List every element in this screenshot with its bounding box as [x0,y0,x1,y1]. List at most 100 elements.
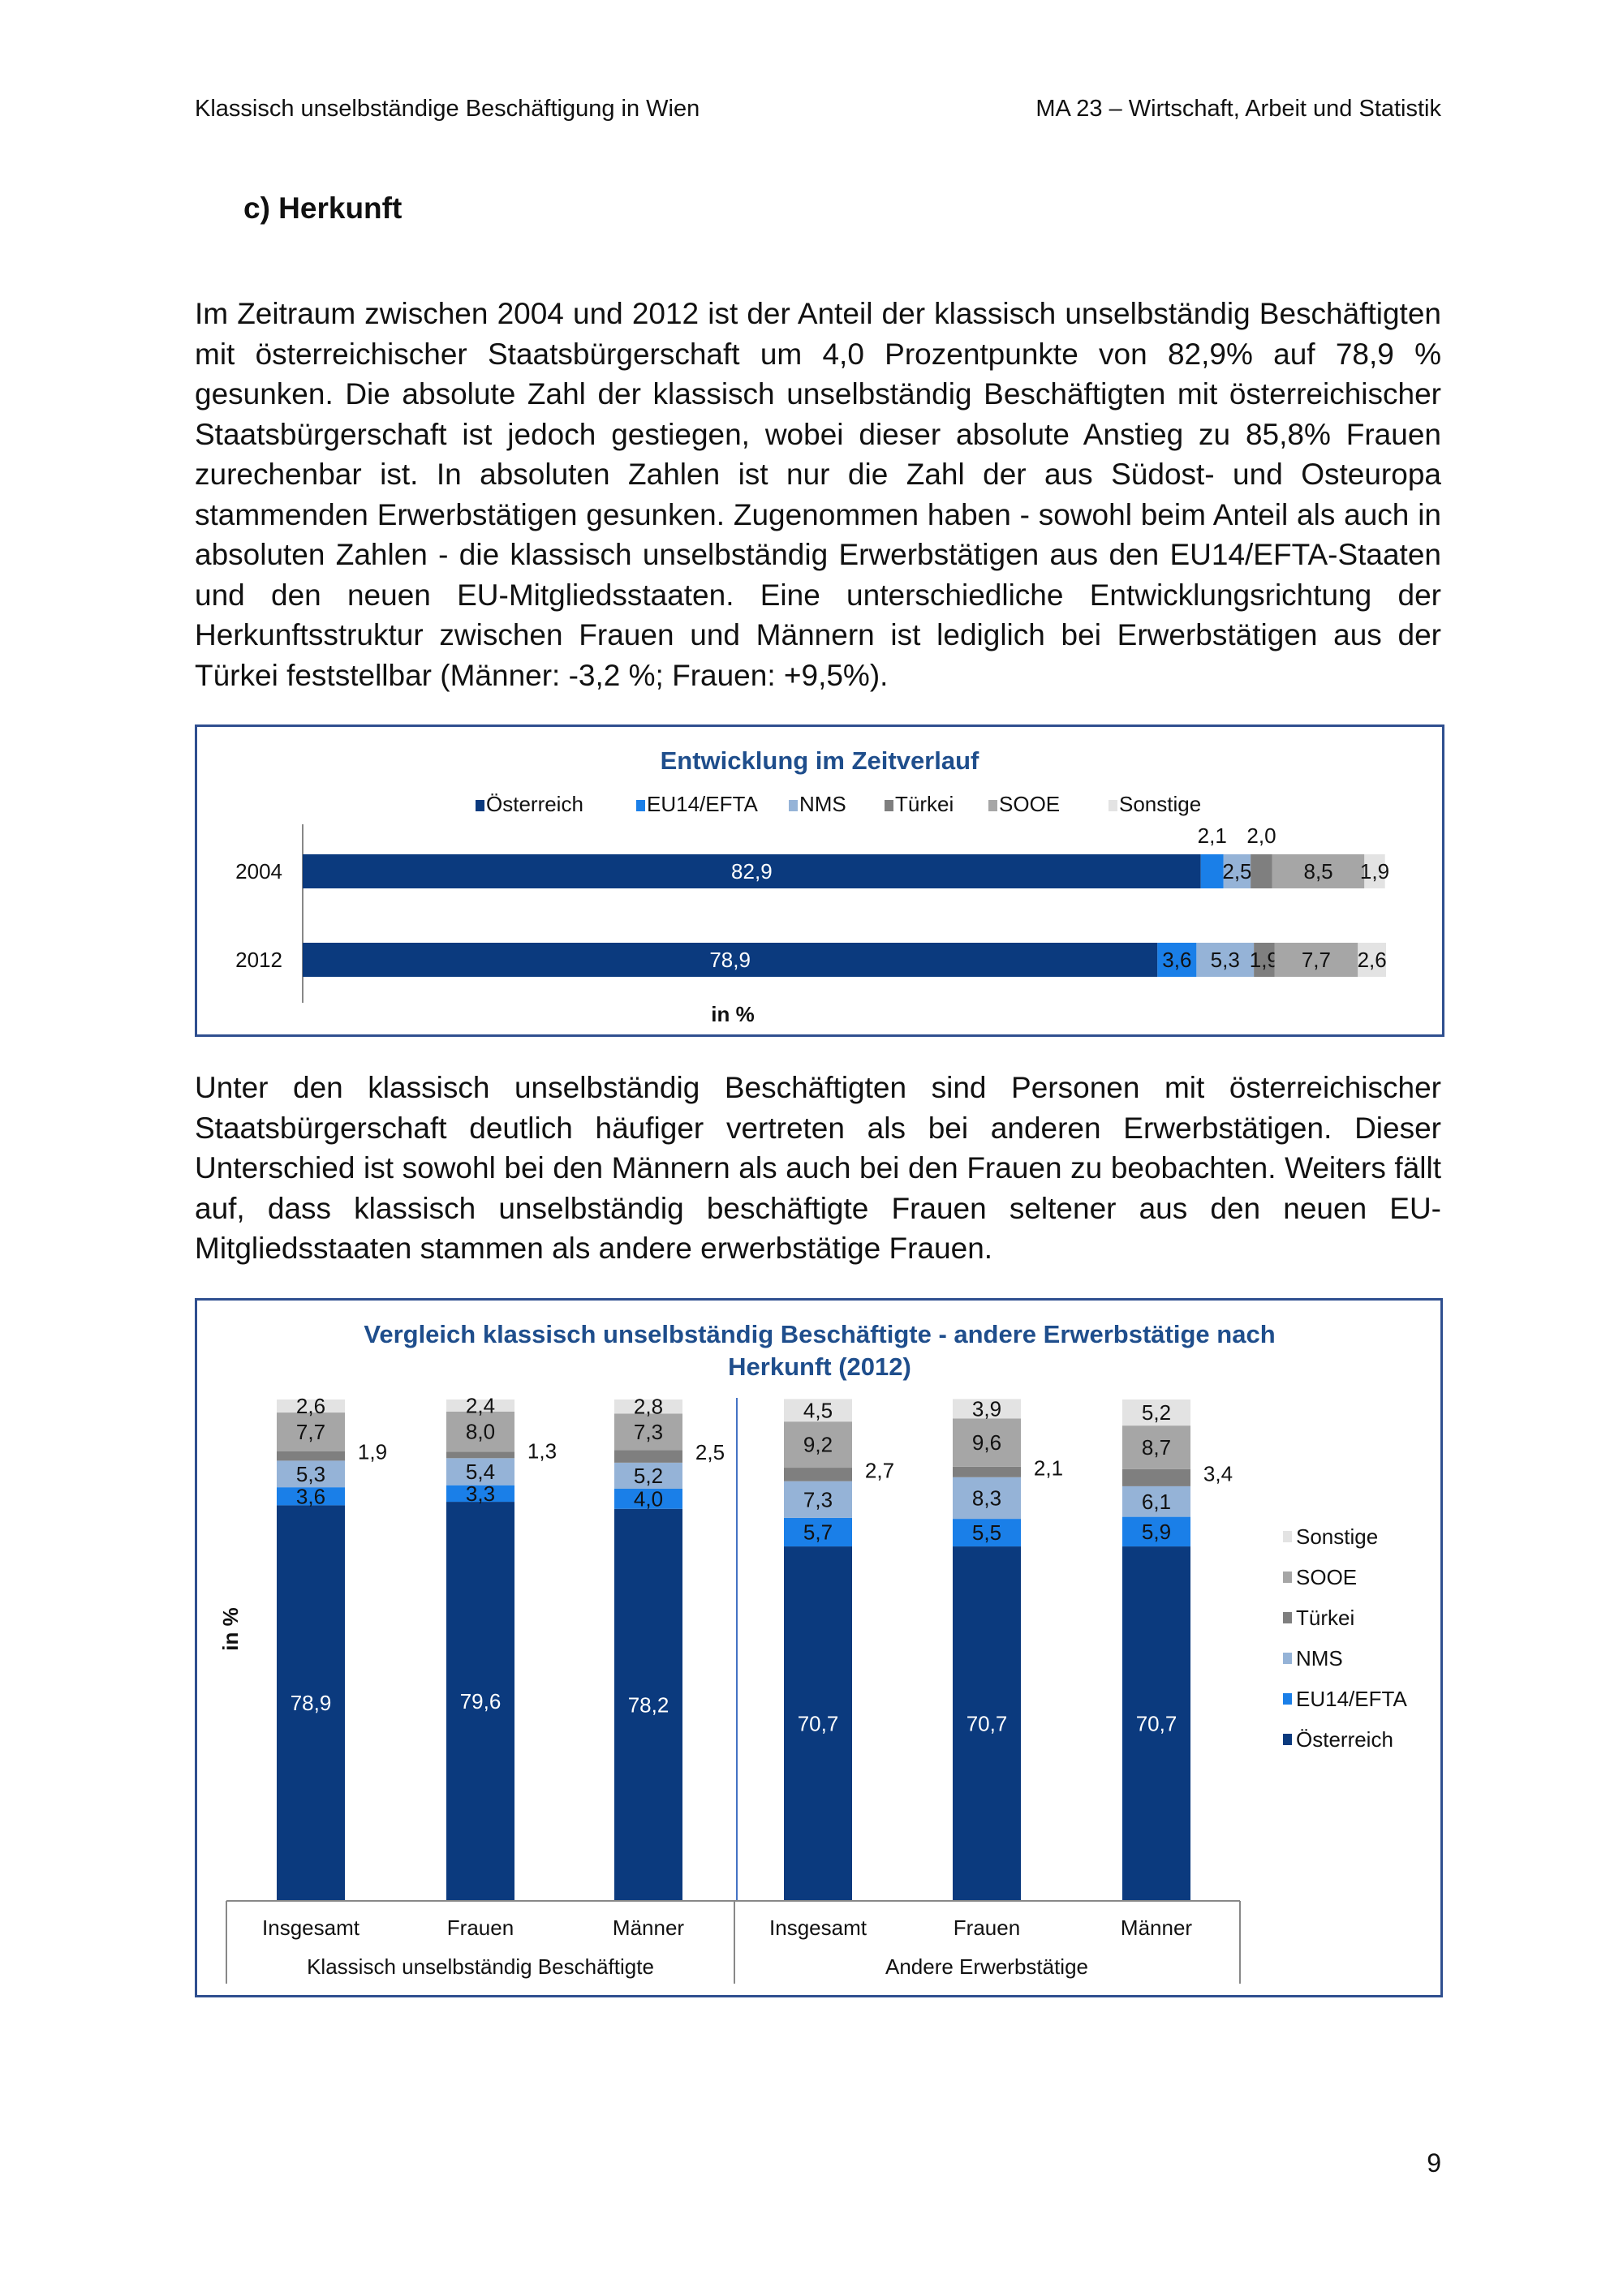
bar-segment-3-3 [784,1468,852,1481]
chart-title-line-1: Vergleich klassisch unselbständig Beschä… [364,1320,1275,1348]
data-label: 2,6 [296,1394,325,1418]
bar-segment-4-2 [953,1477,1021,1520]
data-label: 3,6 [296,1484,325,1508]
bar-segment-3-4 [784,1421,852,1468]
data-label: 70,7 [798,1712,839,1736]
bar-segment-2004-5 [1364,854,1385,888]
chart-title: Vergleich klassisch unselbständig Beschä… [364,1320,1275,1381]
data-label: 1,9 [1360,859,1389,884]
data-label: 7,3 [634,1420,663,1444]
bar-segment-4-5 [953,1399,1021,1419]
x-axis-label: in % [711,1002,754,1026]
legend-swatch-2 [789,800,798,811]
data-label: 6,1 [1142,1490,1171,1514]
paragraph-1: Im Zeitraum zwischen 2004 und 2012 ist d… [195,297,1441,692]
bar-segment-4-0 [953,1546,1021,1901]
data-label: 5,4 [466,1460,495,1484]
data-label: 3,3 [466,1481,495,1506]
data-label: 5,3 [1211,948,1240,972]
data-label: 70,7 [1136,1712,1177,1736]
data-label: 78,2 [628,1692,669,1717]
data-label: 4,0 [634,1486,663,1511]
bar-segment-4-4 [953,1418,1021,1467]
bar-segment-2004-4 [1272,854,1365,888]
bar-segment-2012-4 [1274,943,1358,977]
legend-swatch-1 [1283,1693,1292,1705]
bar-segment-5-5 [1122,1400,1190,1426]
paragraph-2: Unter den klassisch unselbständig Beschä… [195,1071,1441,1265]
bar-segment-3-2 [784,1481,852,1518]
data-label: 8,5 [1303,859,1332,884]
data-label: 8,3 [972,1486,1001,1510]
legend-swatch-5 [1109,800,1117,811]
bar-segment-5-1 [1122,1516,1190,1547]
legend-swatch-5 [1283,1531,1292,1542]
bar-segment-5-3 [1122,1468,1190,1486]
legend-label: EU14/EFTA [1296,1687,1407,1711]
data-label: 82,9 [731,859,773,884]
legend-label: Österreich [486,792,583,816]
legend-label: Türkei [895,792,954,816]
page-number: 9 [1427,2148,1441,2178]
data-label: 1,3 [527,1438,557,1463]
category-label: 2004 [235,859,282,884]
bar-segment-2012-1 [1157,943,1197,977]
bar-segment-1-1 [446,1485,514,1503]
category-label: 2012 [235,948,282,972]
data-label: 7,7 [1302,948,1331,972]
data-label: 4,5 [803,1398,833,1422]
bar-segment-1-0 [446,1502,514,1901]
category-label: Frauen [954,1915,1020,1940]
legend-label: Österreich [1296,1727,1393,1752]
data-label: 1,9 [1250,948,1279,972]
bar-segment-0-5 [277,1400,345,1413]
legend-swatch-0 [1283,1734,1292,1745]
legend-swatch-2 [1283,1653,1292,1664]
y-axis-label: in % [218,1607,243,1650]
legend-swatch-3 [885,800,893,811]
data-label: 7,3 [803,1487,833,1511]
data-label: 2,5 [695,1440,725,1464]
legend-label: SOOE [1296,1565,1357,1589]
bar-segment-1-5 [446,1400,514,1412]
category-label: Männer [613,1915,684,1940]
bar-segment-0-1 [277,1487,345,1506]
data-label: 5,7 [803,1520,833,1544]
bar-segment-2012-5 [1358,943,1386,977]
bar-segment-2012-2 [1196,943,1255,977]
chart-comparison-origin-2012: Vergleich klassisch unselbständig Beschä… [195,1298,1443,1997]
data-label: 8,0 [466,1420,495,1444]
legend-swatch-4 [988,800,997,811]
data-label: 2,8 [634,1395,663,1419]
bar-segment-0-4 [277,1412,345,1451]
bar-segment-2-0 [614,1508,682,1901]
bar-segment-3-0 [784,1546,852,1901]
data-label: 5,5 [972,1520,1001,1545]
bar-segment-0-2 [277,1460,345,1488]
bar-segment-3-5 [784,1399,852,1422]
data-label: 2,4 [466,1393,495,1417]
bar-segment-4-3 [953,1466,1021,1477]
data-label: 2,6 [1358,948,1387,972]
chart-development-over-time: Entwicklung im Zeitverlauf Österreich EU14… [195,724,1444,1037]
data-label: 2,1 [1198,823,1227,848]
bar-segment-1-4 [446,1411,514,1452]
running-header-department: MA 23 – Wirtschaft, Arbeit und Statistik [1035,96,1441,122]
data-label: 2,1 [1034,1455,1063,1480]
group-label: Klassisch unselbständig Beschäftigte [307,1954,654,1979]
data-label: 3,9 [972,1396,1001,1421]
bar-segment-0-3 [277,1451,345,1461]
bar-segment-2004-2 [1223,854,1251,888]
data-label: 5,3 [296,1462,325,1486]
data-label: 8,7 [1142,1435,1171,1460]
data-label: 5,2 [1142,1400,1171,1425]
data-label: 2,5 [1222,859,1251,884]
legend-label: Sonstige [1296,1524,1378,1549]
bar-segment-2-5 [614,1400,682,1414]
bar-segment-3-1 [784,1517,852,1547]
chart-2-svg: Vergleich klassisch unselbständig Beschä… [218,1320,1407,1984]
data-label: 9,2 [803,1433,833,1457]
data-label: 79,6 [460,1689,502,1713]
section-title: c) Herkunft [243,191,403,225]
bar-segment-4-1 [953,1519,1021,1547]
